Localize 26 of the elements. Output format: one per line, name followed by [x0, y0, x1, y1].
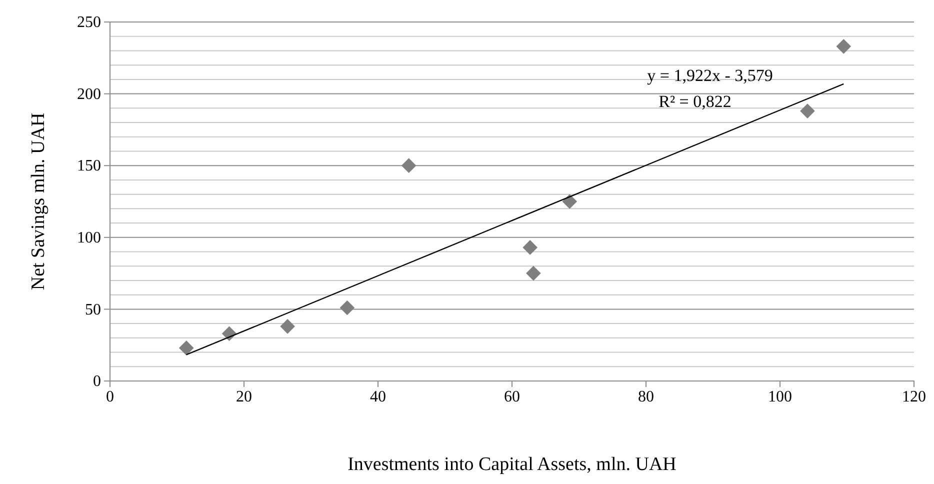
point [836, 38, 852, 54]
y-tick-label: 150 [77, 158, 101, 175]
y-tick-label: 200 [77, 86, 101, 103]
y-tick-label: 250 [77, 14, 101, 32]
x-tick-label: 40 [370, 388, 386, 406]
x-tick-label: 100 [768, 388, 792, 406]
x-tick-label: 0 [106, 388, 114, 406]
point [340, 300, 355, 316]
point [526, 266, 541, 281]
point [401, 158, 416, 174]
x-tick-label: 60 [504, 388, 520, 406]
x-tick-label: 80 [638, 388, 654, 406]
y-tick-label: 50 [85, 301, 101, 318]
y-tick-label: 0 [93, 373, 101, 390]
annotation: y = 1,922x - 3,579 [647, 66, 773, 85]
point [178, 340, 194, 356]
point [522, 240, 538, 255]
point [800, 104, 815, 118]
y-tick-label: 100 [77, 230, 101, 247]
point [280, 319, 295, 334]
x-axis-title: Investments into Capital Assets, mln. UAH [348, 454, 677, 475]
x-tick-label: 20 [236, 388, 252, 406]
y-axis-title: Net Savings mln. UAH [28, 112, 49, 290]
annotation: R² = 0,822 [658, 92, 732, 111]
x-tick-label: 120 [902, 388, 926, 406]
point [562, 194, 578, 209]
